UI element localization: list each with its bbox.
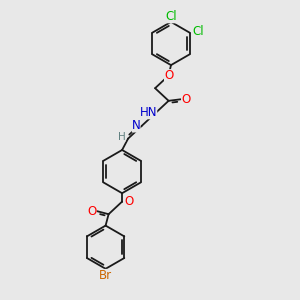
Text: O: O xyxy=(164,69,173,82)
Text: HN: HN xyxy=(140,106,157,119)
Text: H: H xyxy=(118,132,125,142)
Text: Br: Br xyxy=(99,269,112,282)
Text: Cl: Cl xyxy=(165,10,177,23)
Text: O: O xyxy=(124,195,133,208)
Text: N: N xyxy=(132,119,141,133)
Text: Cl: Cl xyxy=(192,25,204,38)
Text: O: O xyxy=(87,205,96,218)
Text: O: O xyxy=(181,93,190,106)
